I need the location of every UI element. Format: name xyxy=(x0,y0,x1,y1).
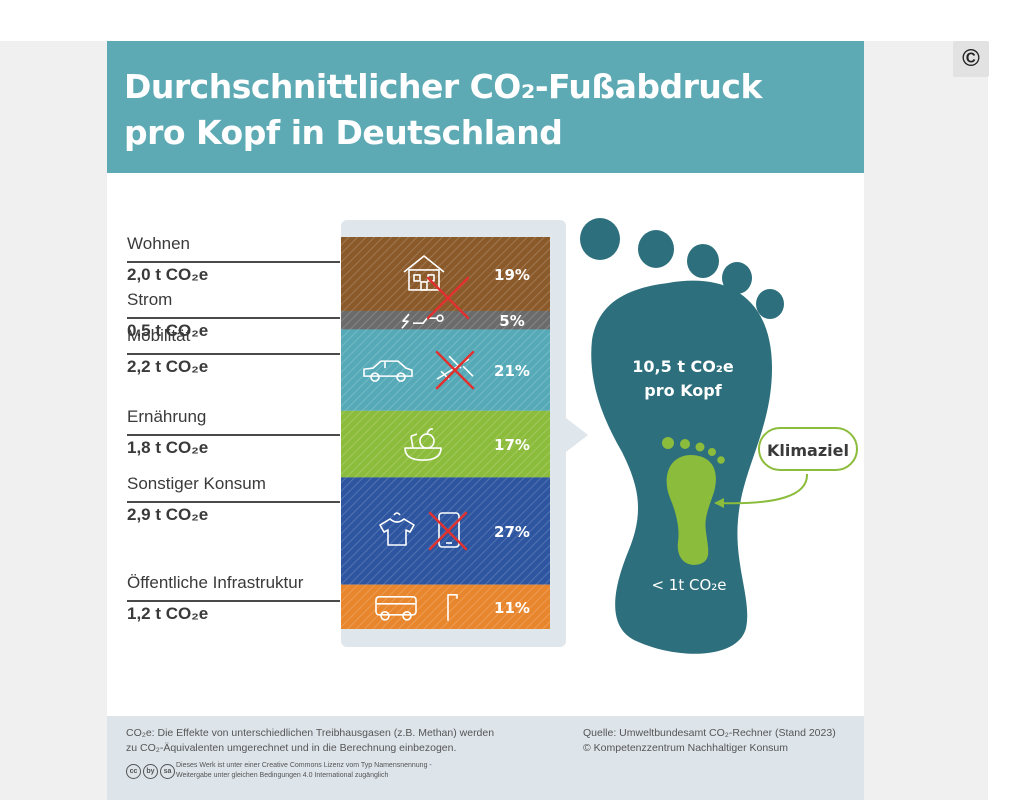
cross-mark xyxy=(428,511,468,551)
title-line-2: pro Kopf in Deutschland xyxy=(124,113,563,152)
goal-arrowhead xyxy=(714,498,724,508)
goal-bubble xyxy=(758,427,858,471)
toe-icon xyxy=(722,262,752,294)
cc-icon: cc xyxy=(126,764,141,779)
toe-icon xyxy=(580,218,620,260)
cc-sa-icon: sa xyxy=(160,764,175,779)
toe-icon xyxy=(638,230,674,268)
cc-by-icon: by xyxy=(143,764,158,779)
category-rule xyxy=(127,434,340,437)
category-value: 1,8 t CO₂e xyxy=(127,438,209,458)
percent-label: 19% xyxy=(494,266,530,284)
streetlamp-icon xyxy=(447,594,458,621)
category-name: Strom xyxy=(127,290,173,310)
house-icon xyxy=(403,255,445,291)
license-text: Dieses Werk ist unter einer Creative Com… xyxy=(176,761,496,781)
total-sublabel: pro Kopf xyxy=(644,381,722,400)
goal-label: Klimaziel xyxy=(767,441,849,460)
category-name: Öffentliche Infrastruktur xyxy=(127,573,304,593)
license-line-1: Dieses Werk ist unter einer Creative Com… xyxy=(176,762,432,769)
bar-hatch xyxy=(341,410,550,478)
source-note: Quelle: Umweltbundesamt CO₂-Rechner (Sta… xyxy=(583,726,863,756)
footnote-line-2: zu CO₂-Äquivalenten umgerechnet und in d… xyxy=(126,742,457,754)
copyright-button[interactable]: © xyxy=(953,41,989,77)
footnote: CO₂e: Die Effekte von unterschiedlichen … xyxy=(126,726,546,756)
source-line-2: © Kompetenzzentrum Nachhaltiger Konsum xyxy=(583,742,789,754)
footnote-line-1: CO₂e: Die Effekte von unterschiedlichen … xyxy=(126,727,495,739)
cross-mark xyxy=(435,350,475,390)
goal-toe-icon xyxy=(695,442,705,452)
total-label: 10,5 t CO₂e xyxy=(632,357,734,376)
phone-icon xyxy=(438,512,460,548)
plug-icon xyxy=(401,313,444,329)
category-value: 0,5 t CO₂e xyxy=(127,321,209,341)
percent-label: 5% xyxy=(499,312,524,330)
shirt-icon xyxy=(379,512,415,546)
toe-icon xyxy=(687,244,719,278)
bar-hatch xyxy=(341,237,550,311)
cross-mark xyxy=(426,276,470,320)
category-name: Sonstiger Konsum xyxy=(127,474,266,494)
goal-connector xyxy=(717,473,809,505)
goal-toe-icon xyxy=(662,437,674,449)
bus-icon xyxy=(375,596,417,621)
category-value: 1,2 t CO₂e xyxy=(127,604,209,624)
food-icon xyxy=(404,428,442,461)
goal-toe-icon xyxy=(717,456,725,464)
percent-label: 21% xyxy=(494,362,530,380)
goal-value-label: < 1t CO₂e xyxy=(651,576,726,594)
percent-label: 17% xyxy=(494,436,530,454)
category-rule xyxy=(127,317,340,320)
percent-label: 11% xyxy=(494,599,530,617)
toe-icon xyxy=(756,289,784,319)
title-line-1: Durchschnittlicher CO₂-Fußabdruck xyxy=(124,67,762,106)
category-rule xyxy=(127,600,340,603)
percent-label: 27% xyxy=(494,523,530,541)
page-title: Durchschnittlicher CO₂-Fußabdruck pro Ko… xyxy=(124,64,844,156)
category-rule xyxy=(127,501,340,504)
category-value: 2,0 t CO₂e xyxy=(127,265,209,284)
category-name: Wohnen xyxy=(127,234,191,253)
car-icon xyxy=(363,360,413,382)
goal-toe-icon xyxy=(708,448,716,456)
bar-hatch xyxy=(341,477,550,585)
bar-hatch xyxy=(341,310,550,330)
header-band xyxy=(107,41,864,173)
category-value: 2,9 t CO₂e xyxy=(127,505,209,525)
source-line-1: Quelle: Umweltbundesamt CO₂-Rechner (Sta… xyxy=(583,727,836,739)
license-line-2: Weitergabe unter gleichen Bedingungen 4.… xyxy=(176,772,389,779)
goal-toe-icon xyxy=(680,439,690,449)
category-rule xyxy=(127,261,340,263)
category-name: Ernährung xyxy=(127,407,207,427)
footer xyxy=(107,716,864,800)
panel-arrow xyxy=(566,418,588,452)
category-rule xyxy=(127,353,340,356)
creative-commons-icons: cc by sa xyxy=(126,764,175,779)
goal-footprint-icon xyxy=(666,455,716,565)
category-value: 2,2 t CO₂e xyxy=(127,357,209,377)
category-name: Mobilität xyxy=(127,326,191,346)
bar-hatch xyxy=(341,329,550,411)
